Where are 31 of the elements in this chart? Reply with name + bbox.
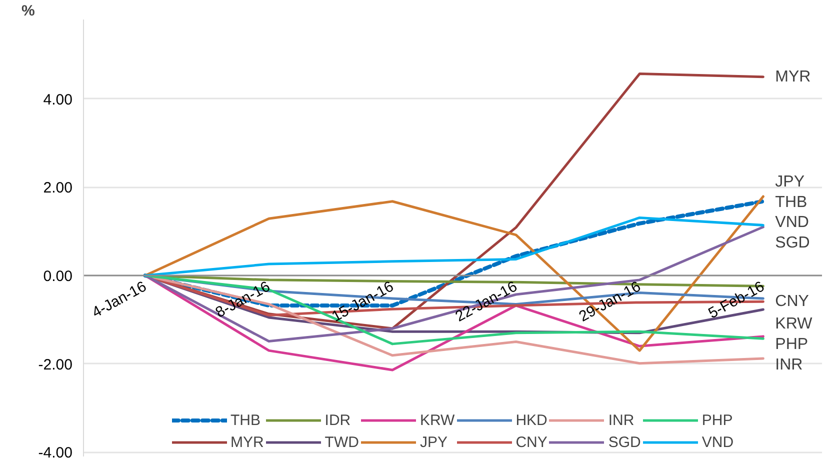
y-tick-label: 2.00 — [43, 180, 73, 197]
annotation: JPY — [775, 174, 805, 191]
legend-label: IDR — [324, 412, 351, 428]
line-series — [144, 195, 764, 352]
y-tick-label: 4.00 — [43, 91, 73, 108]
legend-label: CNY — [516, 434, 548, 450]
legend-label: INR — [608, 412, 634, 428]
legend-label: THB — [230, 412, 260, 428]
annotation: CNY — [775, 293, 810, 310]
legend-label: VND — [702, 434, 734, 450]
y-tick-label: -2.00 — [38, 356, 73, 374]
legend-label: KRW — [420, 412, 455, 428]
y-tick-label: 0.00 — [43, 268, 73, 286]
legend-label: MYR — [230, 434, 264, 450]
annotation: PHP — [775, 336, 808, 354]
line-series — [144, 226, 764, 343]
legend-label: TWD — [324, 434, 359, 450]
line-series — [144, 216, 764, 277]
annotation: KRW — [775, 316, 814, 333]
y-axis-title: % — [22, 2, 35, 20]
annotation: MYR — [775, 68, 811, 86]
legend-label: JPY — [420, 434, 448, 450]
annotation: SGD — [775, 234, 810, 252]
annotation: THB — [775, 194, 808, 211]
legend-label: SGD — [608, 434, 641, 450]
line-series — [144, 274, 764, 346]
annotation: INR — [775, 356, 803, 374]
legend-label: HKD — [516, 412, 548, 428]
legend-label: PHP — [702, 412, 733, 428]
annotation: VND — [775, 214, 809, 232]
y-tick-label: -4.00 — [38, 444, 73, 462]
